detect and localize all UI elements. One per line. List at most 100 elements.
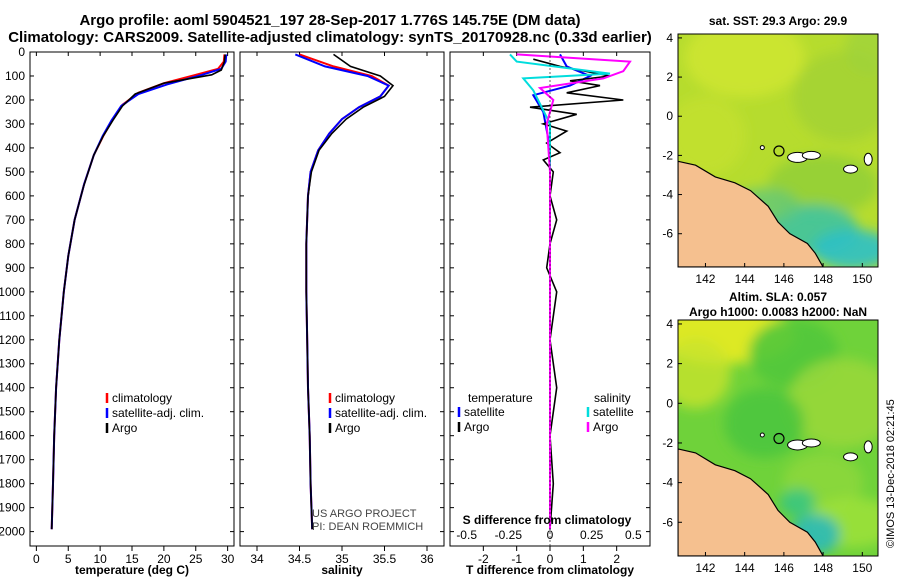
sst-map-field — [678, 34, 878, 267]
y-tick-label: 700 — [5, 213, 25, 227]
argo-position-marker — [773, 145, 785, 157]
series-argo — [305, 53, 395, 530]
field-patch — [845, 34, 878, 73]
island — [801, 150, 821, 160]
field-patch — [684, 34, 805, 98]
legend-label: satellite-adj. clim. — [335, 406, 427, 420]
legend-label: satellite-adj. clim. — [112, 406, 204, 420]
x-tick-label: 0 — [547, 552, 554, 566]
y-tick-label: 600 — [5, 189, 25, 203]
y-tick-label: 2000 — [0, 525, 25, 539]
map-x-tick-label: 142 — [695, 561, 715, 575]
map-x-tick-label: 146 — [774, 561, 794, 575]
x-axis-label: salinity — [321, 563, 363, 577]
legend-label: Argo — [593, 420, 619, 434]
map-y-tick-label: 0 — [666, 396, 673, 410]
land-mass — [678, 448, 824, 556]
map-y-tick-label: 2 — [666, 357, 673, 371]
sst-map-frame — [677, 33, 879, 268]
map-title: Altim. SLA: 0.057 — [729, 290, 827, 304]
x-axis-label: T difference from climatology — [466, 563, 634, 577]
x-tick-label: 10 — [93, 552, 107, 566]
x-tick-label: 35.5 — [373, 552, 397, 566]
difference-panel: -2 -1 0 1 2T difference from climatology temp… — [449, 51, 651, 577]
y-tick-label: 900 — [5, 261, 25, 275]
sla-map: 142 144 146 148 150 4 2 0 -2 -4 -6 Altim. SLA: 0.05… — [662, 290, 879, 575]
y-tick-label: 1800 — [0, 477, 25, 491]
top-axis-label: S difference from climatology — [463, 513, 632, 527]
island — [863, 152, 873, 166]
map-subtitle: Argo h1000: 0.0083 h2000: NaN — [689, 305, 867, 319]
top-tick-label: -0.25 — [495, 528, 523, 542]
map-y-tick-label: 0 — [666, 109, 673, 123]
y-tick-label: 1700 — [0, 453, 25, 467]
x-tick-label: -1 — [511, 552, 522, 566]
series-argo — [50, 54, 226, 530]
y-tick-label: 1900 — [0, 501, 25, 515]
series-s-argo — [516, 53, 632, 530]
map-y-tick-label: -2 — [662, 148, 673, 162]
top-tick-label: 0.25 — [580, 528, 604, 542]
sst-map: 142 144 146 148 150 4 2 0 -2 -4 -6 sat. SST: 29.3 A… — [662, 14, 879, 286]
map-x-tick-label: 144 — [735, 561, 755, 575]
map-y-tick-label: -4 — [662, 188, 673, 202]
map-y-tick-label: 2 — [666, 70, 673, 84]
title-line-2: Climatology: CARS2009. Satellite-adjuste… — [8, 29, 652, 46]
y-tick-label: 1100 — [0, 309, 25, 323]
island — [863, 440, 873, 454]
y-tick-label: 200 — [5, 93, 25, 107]
legend-label: Argo — [464, 420, 490, 434]
island — [759, 432, 765, 438]
legend-label: climatology — [112, 391, 172, 405]
map-x-tick-label: 144 — [735, 272, 755, 286]
field-patch — [812, 229, 878, 267]
y-tick-label: 1000 — [0, 285, 25, 299]
y-tick-label: 500 — [5, 165, 25, 179]
y-tick-label: 800 — [5, 237, 25, 251]
x-tick-label: 2 — [613, 552, 620, 566]
y-tick-label: 1200 — [0, 333, 25, 347]
sla-map-frame — [677, 319, 879, 557]
annotation-line: US ARGO PROJECT — [312, 508, 417, 520]
map-title: sat. SST: 29.3 Argo: 29.9 — [709, 14, 848, 28]
field-patch — [724, 388, 805, 459]
x-tick-label: 15 — [125, 552, 139, 566]
map-y-tick-label: 4 — [666, 31, 673, 45]
x-tick-label: -2 — [478, 552, 489, 566]
y-tick-label: 1600 — [0, 429, 25, 443]
title-line-1: Argo profile: aoml 5904521_197 28-Sep-20… — [79, 12, 581, 29]
land-mass — [678, 160, 824, 267]
x-tick-label: 35 — [335, 552, 349, 566]
salinity-panel: 34 34.5 35 35.5 36 salinity climatologysatelli… — [239, 51, 445, 577]
salinity-panel-frame — [239, 51, 445, 547]
map-y-tick-label: -4 — [662, 476, 673, 490]
annotation-line: PI: DEAN ROEMMICH — [312, 521, 423, 533]
legend-label: climatology — [335, 391, 395, 405]
y-tick-label: 1500 — [0, 405, 25, 419]
top-tick-label: 0 — [547, 528, 554, 542]
legend-label: satellite — [464, 405, 505, 419]
map-x-tick-label: 150 — [852, 272, 872, 286]
x-axis-label: temperature (deg C) — [75, 563, 189, 577]
temperature-panel-frame — [29, 51, 235, 547]
field-patch — [792, 51, 878, 142]
x-tick-label: 34.5 — [288, 552, 312, 566]
y-tick-label: 300 — [5, 117, 25, 131]
field-patch — [779, 488, 816, 517]
map-y-tick-label: -2 — [662, 436, 673, 450]
legend-label: satellite — [593, 405, 634, 419]
top-tick-label: 0.5 — [625, 528, 642, 542]
x-tick-label: 0 — [33, 552, 40, 566]
temperature-panel: 0 5 10 15 20 25 30 temperature (deg C) 0 100 200 30… — [0, 45, 235, 577]
legend-title: temperature — [468, 391, 533, 405]
map-x-tick-label: 150 — [852, 561, 872, 575]
sla-map-field — [678, 320, 878, 556]
legend-label: Argo — [112, 421, 138, 435]
island — [801, 438, 821, 448]
x-tick-label: 20 — [157, 552, 171, 566]
x-tick-label: 30 — [221, 552, 235, 566]
map-x-tick-label: 148 — [813, 272, 833, 286]
x-tick-label: 34 — [250, 552, 264, 566]
legend-title: salinity — [594, 391, 631, 405]
map-y-tick-label: -6 — [662, 515, 673, 529]
